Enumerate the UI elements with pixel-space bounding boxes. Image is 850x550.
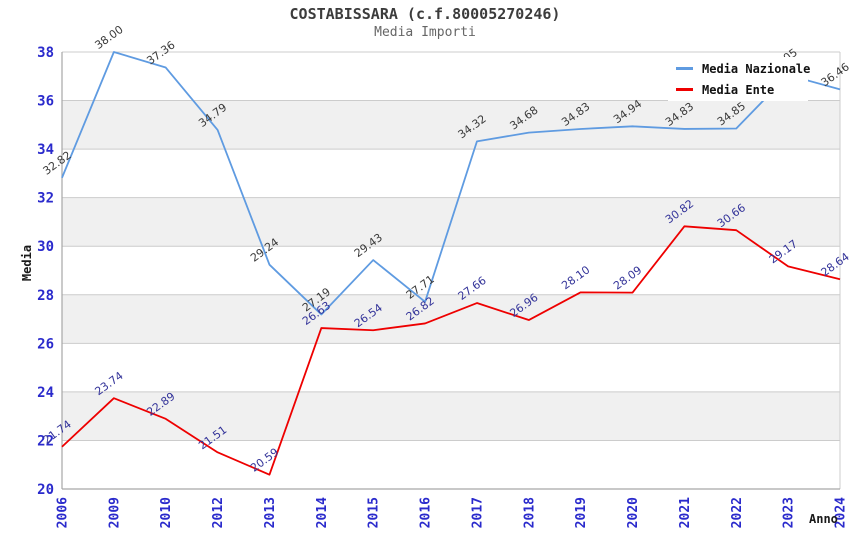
plot-band	[62, 294, 840, 344]
series-line-media-ente	[61, 225, 841, 476]
x-tick-label: 2009	[107, 497, 122, 528]
x-tick-label: 2022	[730, 497, 745, 528]
x-tick-label: 2018	[522, 497, 537, 528]
legend: Media Nazionale Media Ente	[668, 57, 811, 101]
y-tick-label: 32	[37, 191, 54, 207]
x-tick-label: 2020	[626, 497, 641, 528]
y-tick-label: 24	[37, 385, 54, 401]
data-label: 37.36	[144, 38, 177, 67]
legend-swatch-media-ente	[676, 88, 693, 91]
y-tick-label: 20	[37, 482, 54, 498]
data-label: 28.09	[611, 264, 644, 293]
legend-label-media-ente: Media Ente	[702, 82, 775, 97]
y-tick-label: 30	[37, 239, 54, 255]
y-tick-label: 26	[37, 336, 54, 352]
x-tick-label: 2012	[211, 497, 226, 528]
y-tick-label: 28	[37, 288, 54, 304]
x-tick-label: 2010	[159, 497, 174, 528]
data-label: 20.59	[248, 446, 281, 475]
x-tick-label: 2019	[574, 497, 589, 528]
chart-title: COSTABISSARA (c.f.80005270246)	[289, 5, 561, 23]
y-tick-label: 38	[37, 45, 54, 61]
x-tick-label: 2021	[678, 497, 693, 528]
data-label: 36.46	[819, 60, 850, 89]
legend-label-media-nazionale: Media Nazionale	[702, 61, 811, 76]
x-tick-label: 2015	[367, 497, 382, 528]
plot-band	[62, 391, 840, 441]
x-tick-label: 2016	[419, 497, 434, 528]
x-tick-label: 2014	[315, 497, 330, 528]
x-tick-label: 2017	[470, 497, 485, 528]
data-label: 28.10	[559, 263, 592, 292]
y-tick-label: 36	[37, 94, 54, 110]
series-line-media-nazionale	[61, 51, 841, 316]
y-tick-label: 34	[37, 142, 54, 158]
x-axis-title: Anno	[809, 512, 838, 526]
plot-band	[62, 100, 840, 150]
data-label: 38.00	[93, 23, 126, 52]
x-tick-label: 2024	[834, 497, 849, 528]
x-tick-label: 2023	[782, 497, 797, 528]
y-tick-label: 22	[37, 433, 54, 449]
chart-subtitle: Media Importi	[374, 25, 476, 40]
x-tick-label: 2013	[263, 497, 278, 528]
x-tick-label: 2006	[56, 497, 71, 528]
y-axis-title: Media	[20, 245, 34, 281]
data-label: 28.64	[819, 250, 850, 279]
legend-swatch-media-nazionale	[676, 67, 693, 70]
legend-item-media-nazionale: Media Nazionale	[676, 61, 811, 76]
legend-item-media-ente: Media Ente	[676, 83, 808, 97]
